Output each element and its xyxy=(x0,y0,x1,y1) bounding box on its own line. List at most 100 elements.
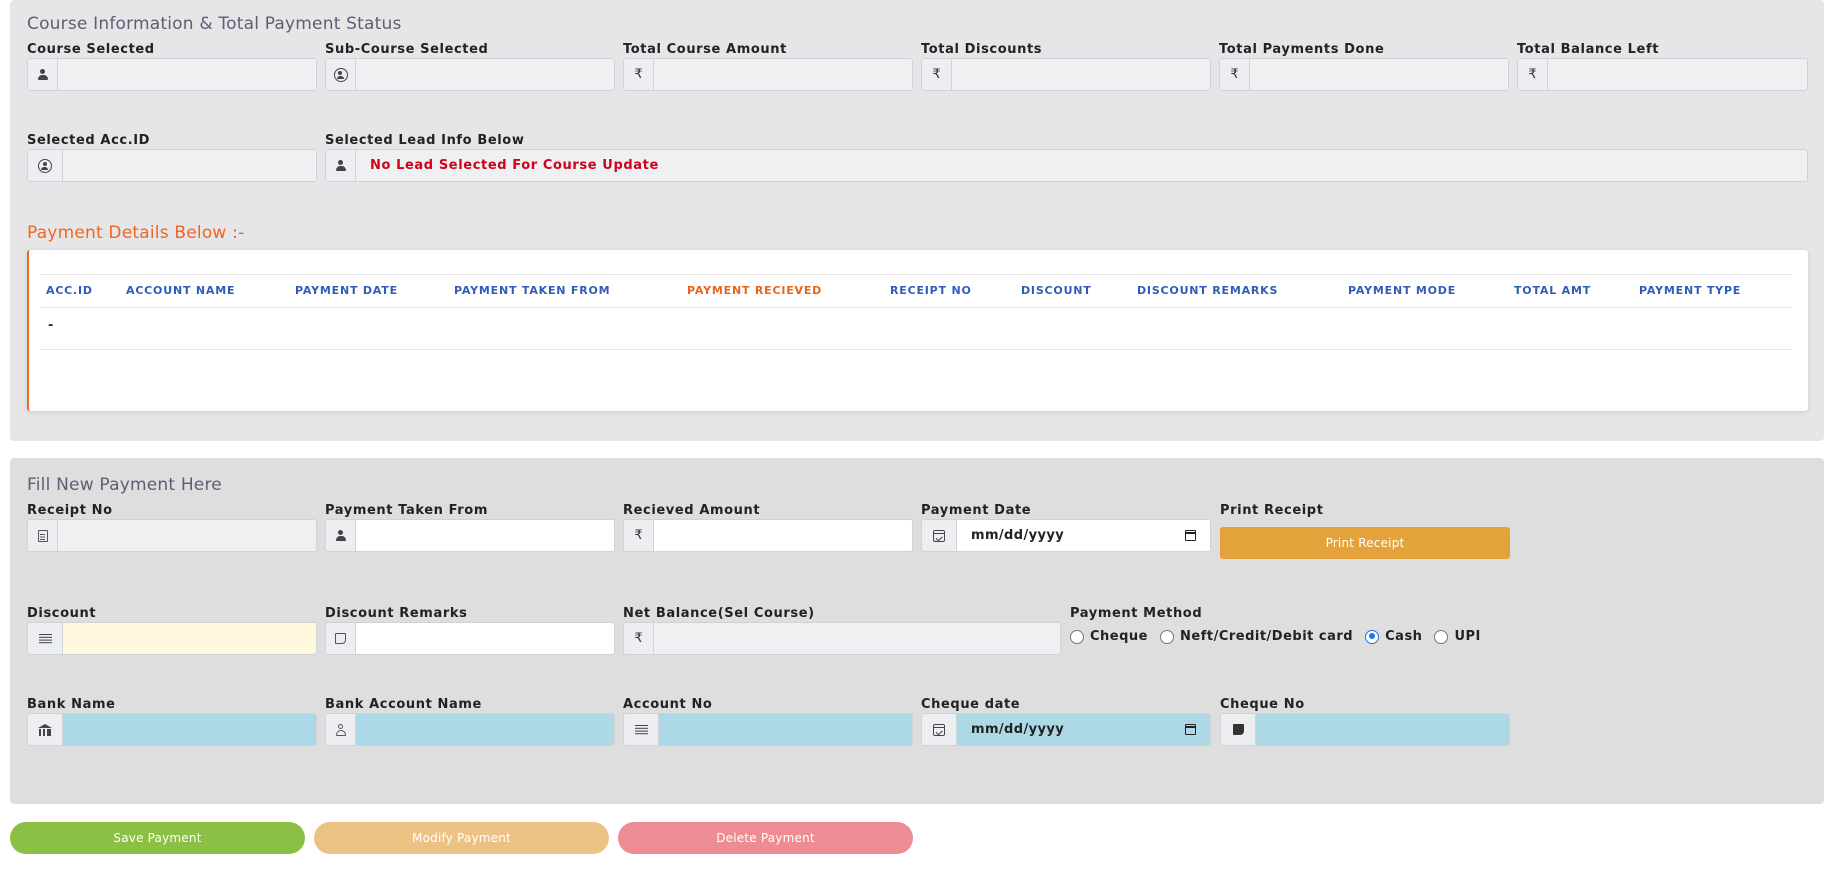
bank-name-group xyxy=(27,713,317,746)
col-account-name[interactable]: ACCOUNT NAME xyxy=(126,284,236,297)
course-info-panel: Course Information & Total Payment Statu… xyxy=(10,0,1824,441)
total-discounts-input[interactable] xyxy=(952,59,1210,90)
table-cell: - xyxy=(48,318,54,333)
col-payment-type[interactable]: PAYMENT TYPE xyxy=(1639,284,1742,297)
modify-payment-button[interactable]: Modify Payment xyxy=(314,822,609,854)
col-payment-taken-from[interactable]: PAYMENT TAKEN FROM xyxy=(454,284,611,297)
radio-cheque[interactable]: Cheque xyxy=(1070,629,1148,644)
payment-method-label: Payment Method xyxy=(1070,606,1203,621)
rupee-icon: ₹ xyxy=(624,59,654,90)
bank-name-input[interactable] xyxy=(63,714,316,745)
selected-lead-info-group: No Lead Selected For Course Update xyxy=(325,149,1808,182)
col-discount[interactable]: DISCOUNT xyxy=(1021,284,1092,297)
total-balance-left-group: ₹ xyxy=(1517,58,1808,91)
radio-label: UPI xyxy=(1454,629,1481,644)
cheque-no-group xyxy=(1220,713,1510,746)
radio-label: Cash xyxy=(1385,629,1423,644)
course-selected-group xyxy=(27,58,317,91)
bank-icon xyxy=(28,714,63,745)
total-balance-left-input[interactable] xyxy=(1548,59,1807,90)
bank-name-field: Bank Name xyxy=(27,697,317,747)
user-outline-icon xyxy=(326,714,356,745)
net-balance-label: Net Balance(Sel Course) xyxy=(623,606,815,621)
date-picker-icon[interactable] xyxy=(1185,530,1196,541)
cheque-no-input[interactable] xyxy=(1256,714,1509,745)
sub-course-selected-field: Sub-Course Selected xyxy=(325,42,615,92)
course-selected-field: Course Selected xyxy=(27,42,317,92)
course-selected-input[interactable] xyxy=(58,59,316,90)
sub-course-selected-input[interactable] xyxy=(356,59,614,90)
col-acc-id[interactable]: ACC.ID xyxy=(46,284,93,297)
table-header: ACC.ID ACCOUNT NAME PAYMENT DATE PAYMENT… xyxy=(41,274,1792,308)
payment-taken-from-label: Payment Taken From xyxy=(325,503,488,518)
total-payments-done-label: Total Payments Done xyxy=(1219,42,1385,57)
selected-acc-id-input[interactable] xyxy=(63,150,316,181)
recieved-amount-input[interactable] xyxy=(654,520,912,551)
cheque-date-field: Cheque date mm/dd/yyyy xyxy=(921,697,1211,747)
discount-remarks-input[interactable] xyxy=(356,623,614,654)
payment-date-value: mm/dd/yyyy xyxy=(971,528,1065,543)
total-payments-done-group: ₹ xyxy=(1219,58,1509,91)
discount-remarks-group xyxy=(325,622,615,655)
delete-payment-button[interactable]: Delete Payment xyxy=(618,822,913,854)
date-picker-icon[interactable] xyxy=(1185,724,1196,735)
account-no-label: Account No xyxy=(623,697,713,712)
selected-lead-info-field: Selected Lead Info Below No Lead Selecte… xyxy=(325,133,1808,183)
total-course-amount-label: Total Course Amount xyxy=(623,42,787,57)
radio-neft-card[interactable]: Neft/Credit/Debit card xyxy=(1160,629,1353,644)
col-total-amt[interactable]: TOTAL AMT xyxy=(1514,284,1592,297)
document-icon xyxy=(28,520,58,551)
radio-upi[interactable]: UPI xyxy=(1434,629,1480,644)
total-payments-done-field: Total Payments Done ₹ xyxy=(1219,42,1509,92)
radio-label: Neft/Credit/Debit card xyxy=(1180,629,1354,644)
payment-taken-from-group xyxy=(325,519,615,552)
total-payments-done-input[interactable] xyxy=(1250,59,1508,90)
total-discounts-field: Total Discounts ₹ xyxy=(921,42,1211,92)
table-row[interactable]: - xyxy=(41,308,1792,350)
discount-input[interactable] xyxy=(63,623,316,654)
radio-cash[interactable]: Cash xyxy=(1365,629,1422,644)
user-circle-icon xyxy=(28,150,63,181)
print-receipt-field: Print Receipt xyxy=(1220,503,1510,553)
col-payment-recieved[interactable]: PAYMENT RECIEVED xyxy=(687,284,823,297)
user-circle-icon xyxy=(326,59,356,90)
net-balance-input[interactable] xyxy=(654,623,1060,654)
rupee-icon: ₹ xyxy=(1518,59,1548,90)
bank-account-name-label: Bank Account Name xyxy=(325,697,482,712)
course-info-title: Course Information & Total Payment Statu… xyxy=(27,14,402,34)
recieved-amount-group: ₹ xyxy=(623,519,913,552)
bank-account-name-group xyxy=(325,713,615,746)
total-course-amount-field: Total Course Amount ₹ xyxy=(623,42,913,92)
col-payment-date[interactable]: PAYMENT DATE xyxy=(295,284,398,297)
col-payment-mode[interactable]: PAYMENT MODE xyxy=(1348,284,1457,297)
payment-date-field: Payment Date mm/dd/yyyy xyxy=(921,503,1211,553)
selected-acc-id-label: Selected Acc.ID xyxy=(27,133,151,148)
net-balance-group: ₹ xyxy=(623,622,1061,655)
cheque-date-value: mm/dd/yyyy xyxy=(971,722,1065,737)
discount-remarks-label: Discount Remarks xyxy=(325,606,468,621)
list-icon xyxy=(28,623,63,654)
payment-method-radios: Cheque Neft/Credit/Debit card Cash UPI xyxy=(1070,629,1493,644)
user-icon xyxy=(326,150,356,181)
radio-label: Cheque xyxy=(1090,629,1148,644)
radio-button[interactable] xyxy=(1434,629,1449,644)
radio-button-selected[interactable] xyxy=(1365,629,1380,644)
bank-account-name-input[interactable] xyxy=(356,714,614,745)
account-no-input[interactable] xyxy=(659,714,912,745)
list-icon xyxy=(624,714,659,745)
payment-date-input[interactable]: mm/dd/yyyy xyxy=(957,520,1210,551)
payment-taken-from-input[interactable] xyxy=(356,520,614,551)
print-receipt-button[interactable]: Print Receipt xyxy=(1220,527,1510,559)
save-payment-button[interactable]: Save Payment xyxy=(10,822,305,854)
total-course-amount-input[interactable] xyxy=(654,59,912,90)
receipt-no-input[interactable] xyxy=(58,520,316,551)
col-discount-remarks[interactable]: DISCOUNT REMARKS xyxy=(1137,284,1279,297)
rupee-icon: ₹ xyxy=(624,520,654,551)
cheque-no-field: Cheque No xyxy=(1220,697,1510,747)
radio-button[interactable] xyxy=(1160,629,1174,644)
payment-taken-from-field: Payment Taken From xyxy=(325,503,615,553)
user-icon xyxy=(28,59,58,90)
radio-button[interactable] xyxy=(1070,629,1084,644)
col-receipt-no[interactable]: RECEIPT NO xyxy=(890,284,972,297)
cheque-date-input[interactable]: mm/dd/yyyy xyxy=(957,714,1210,745)
